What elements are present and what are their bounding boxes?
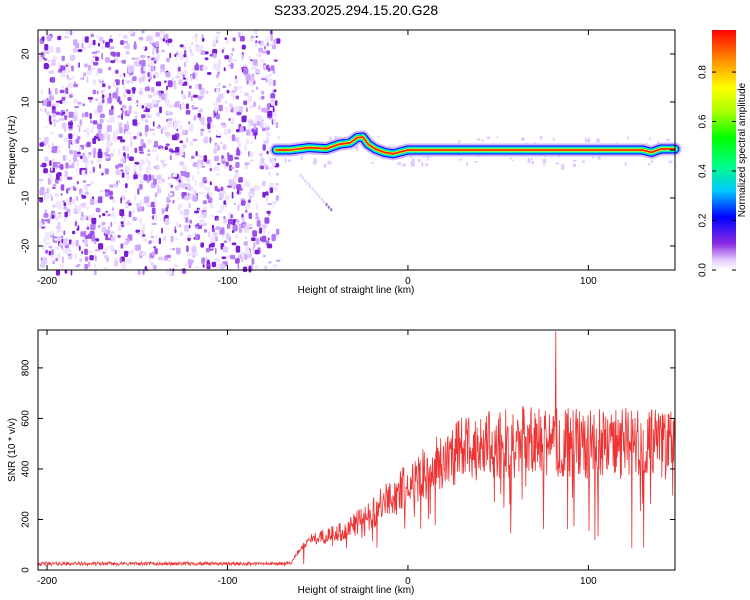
snr-x-tick-label: 100 (580, 576, 597, 587)
spectrogram-y-tick-label: 20 (21, 48, 32, 60)
snr-x-label: Height of straight line (km) (298, 585, 415, 596)
colorbar-gradient (712, 30, 736, 270)
spectrogram-x-tick-label: -100 (217, 276, 237, 287)
spectrogram-y-tick-label: -20 (21, 238, 32, 253)
snr-y-ticks: 0 200 400 600 800 (21, 359, 675, 573)
spectrogram-x-label: Height of straight line (km) (298, 285, 415, 296)
spectrogram-y-tick-label: 0 (21, 147, 32, 153)
snr-y-tick-label: 200 (21, 511, 32, 528)
colorbar-tick-label: 0.8 (698, 65, 709, 79)
colorbar-ticks: 0.0 0.2 0.4 0.6 0.8 (698, 65, 736, 277)
spectrogram-y-label: Frequency (Hz) (7, 116, 18, 185)
spectrogram-x-tick-label: 100 (580, 276, 597, 287)
spectrogram-noise-region (38, 30, 673, 276)
snr-y-tick-label: 400 (21, 460, 32, 477)
colorbar-label: Normalized spectral amplitude (737, 82, 748, 217)
colorbar-tick-label: 0.4 (698, 164, 709, 178)
colorbar-tick-label: 0.6 (698, 114, 709, 128)
spectrogram-x-tick-label: 0 (405, 276, 411, 287)
snr-x-ticks: -200 -100 0 100 (37, 330, 597, 587)
colorbar-tick-label: 0.2 (698, 213, 709, 227)
snr-series-line (37, 331, 676, 567)
snr-x-tick-label: 0 (405, 576, 411, 587)
spectrogram-y-tick-label: 10 (21, 96, 32, 108)
snr-y-label: SNR (10 * v/v) (7, 418, 18, 482)
snr-frame (37, 329, 676, 571)
spectrogram-y-tick-label: -10 (21, 190, 32, 205)
spectrogram-x-tick-label: -200 (37, 276, 57, 287)
spectrogram-ridge (269, 130, 682, 161)
spectrogram-y-ticks: -20 -10 0 10 20 (21, 48, 675, 253)
spectrogram-x-ticks: -200 -100 0 100 (37, 30, 597, 287)
snr-x-tick-label: -200 (37, 576, 57, 587)
snr-y-tick-label: 0 (21, 567, 32, 573)
snr-y-tick-label: 600 (21, 410, 32, 427)
figure-title: S233.2025.294.15.20.G28 (274, 2, 438, 18)
colorbar: 0.0 0.2 0.4 0.6 0.8 Normalized spectral ampl… (698, 30, 748, 277)
snr-panel: -200 -100 0 100 0 200 400 600 800 Height of str… (7, 329, 676, 596)
colorbar-tick-label: 0.0 (698, 263, 709, 277)
snr-x-tick-label: -100 (217, 576, 237, 587)
snr-y-tick-label: 800 (21, 359, 32, 376)
